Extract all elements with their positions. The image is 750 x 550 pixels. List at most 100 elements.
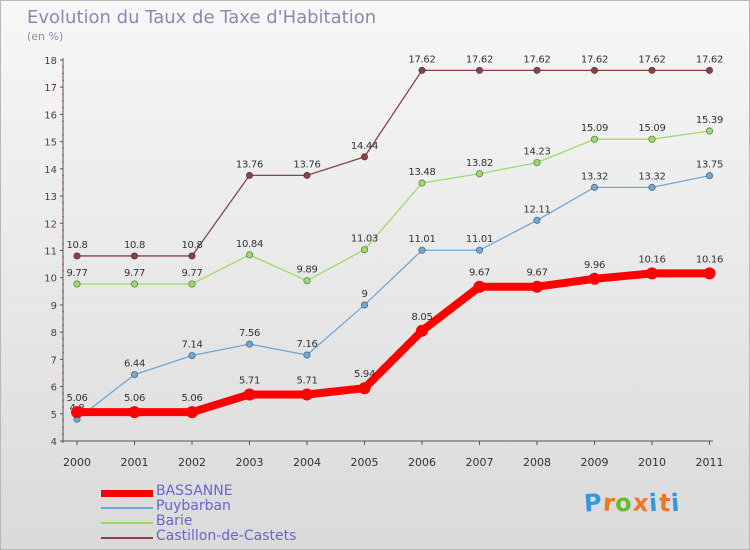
data-label: 10.16 — [696, 254, 723, 265]
data-label: 9.96 — [584, 260, 605, 271]
data-label: 5.71 — [296, 375, 317, 386]
y-minor-dot — [62, 426, 64, 429]
data-label: 15.09 — [638, 123, 665, 134]
data-label: 10.16 — [638, 254, 665, 265]
y-tick-label: 4 — [51, 437, 57, 448]
y-minor-dot — [62, 297, 64, 300]
y-tick-label: 14 — [44, 165, 57, 176]
y-minor-dot — [62, 365, 64, 368]
data-point — [533, 216, 541, 224]
data-label: 13.82 — [466, 158, 493, 169]
data-point — [186, 406, 198, 419]
y-tick-label: 8 — [51, 328, 57, 339]
data-label: 8.05 — [411, 312, 432, 323]
y-minor-dot — [62, 310, 64, 313]
y-minor-dot — [62, 208, 64, 211]
data-point — [360, 301, 369, 309]
data-label: 13.32 — [581, 171, 608, 182]
y-minor-dot — [62, 324, 64, 327]
y-minor-dot — [62, 392, 64, 395]
chart-title: Evolution du Taux de Taxe d'Habitation — [27, 7, 377, 28]
data-label: 10.84 — [236, 239, 263, 250]
y-minor-dot — [62, 161, 64, 163]
data-point — [128, 406, 141, 419]
data-point — [71, 406, 83, 419]
data-point — [533, 66, 541, 74]
y-minor-dot — [62, 188, 64, 191]
x-tick-label: 2006 — [408, 456, 436, 469]
data-label: 5.06 — [181, 393, 202, 404]
y-minor-dot — [62, 419, 64, 422]
data-point — [533, 158, 541, 167]
data-point — [130, 252, 139, 260]
legend-label: Castillon-de-Castets — [156, 528, 297, 544]
y-minor-dot — [62, 65, 64, 68]
legend-label: Puybarban — [156, 498, 231, 514]
data-label: 9.77 — [181, 268, 202, 279]
data-label: 17.62 — [408, 54, 435, 65]
data-point — [243, 388, 256, 401]
data-label: 7.14 — [181, 340, 202, 351]
y-minor-dot — [62, 174, 64, 177]
y-minor-dot — [62, 433, 64, 436]
data-point — [475, 66, 484, 74]
y-minor-dot — [62, 290, 64, 293]
data-point — [301, 388, 313, 401]
y-tick-label: 15 — [44, 138, 57, 149]
data-point — [130, 370, 139, 379]
data-label: 17.62 — [523, 54, 550, 65]
series-line-puybarban — [76, 175, 711, 420]
data-label: 13.76 — [236, 159, 263, 170]
y-minor-dot — [62, 181, 64, 184]
logo-letter: P — [583, 488, 604, 518]
data-label: 13.76 — [293, 159, 320, 170]
y-minor-dot — [62, 338, 64, 340]
y-minor-dot — [62, 235, 64, 238]
y-minor-dot — [62, 256, 64, 259]
y-minor-dot — [62, 344, 64, 347]
y-minor-dot — [62, 351, 64, 354]
x-tick-label: 2009 — [581, 456, 609, 469]
data-label: 9.77 — [124, 268, 145, 279]
data-point — [418, 179, 426, 187]
data-point — [303, 171, 311, 179]
data-label: 11.01 — [466, 234, 493, 245]
data-label: 9.67 — [469, 268, 490, 279]
y-minor-dot — [62, 263, 64, 266]
data-point — [648, 135, 656, 143]
y-tick-label: 17 — [44, 83, 57, 94]
y-minor-dot — [62, 79, 64, 82]
data-label: 14.23 — [523, 147, 550, 158]
data-label: 14.44 — [351, 141, 378, 152]
data-label: 15.39 — [696, 115, 723, 126]
legend-swatch — [101, 522, 153, 524]
data-label: 17.62 — [638, 54, 665, 65]
series-line-bassanne — [73, 269, 714, 417]
y-minor-dot — [62, 229, 64, 231]
data-point — [245, 340, 254, 348]
data-point — [360, 246, 369, 254]
data-label: 5.71 — [239, 375, 260, 386]
data-point — [360, 153, 369, 161]
data-point — [648, 66, 656, 74]
data-point — [303, 351, 311, 359]
y-minor-dot — [62, 270, 64, 272]
data-label: 9 — [361, 289, 367, 300]
data-label: 17.62 — [466, 54, 493, 65]
data-point — [531, 280, 543, 293]
data-label: 13.48 — [408, 167, 435, 178]
data-point — [475, 246, 484, 254]
data-label: 5.06 — [124, 393, 145, 404]
data-label: 17.62 — [581, 54, 608, 65]
y-minor-dot — [62, 72, 64, 75]
y-minor-dot — [62, 372, 64, 374]
data-point — [188, 252, 196, 260]
x-tick-label: 2003 — [236, 456, 264, 469]
data-point — [705, 66, 714, 74]
series-line-barie — [76, 130, 711, 285]
x-tick-label: 2010 — [638, 456, 666, 469]
logo-letter: o — [614, 488, 634, 518]
data-point — [73, 252, 81, 260]
